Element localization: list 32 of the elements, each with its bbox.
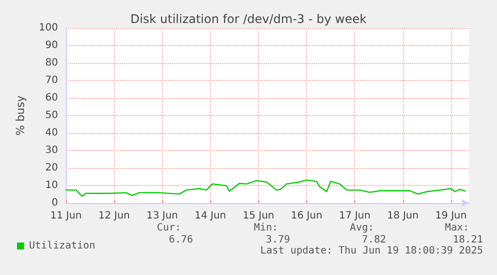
x-tick-label: 17 Jun: [338, 210, 370, 222]
legend-label: Utilization: [29, 240, 96, 252]
text: 6.76: [168, 234, 194, 246]
y-tick-label: 40: [45, 128, 58, 138]
chart-title: Disk utilization for /dev/dm-3 - by week: [130, 12, 367, 26]
y-tick-label: 70: [45, 75, 58, 86]
y-axis-title: % busy: [14, 94, 27, 136]
y-tick-label: 60: [45, 92, 58, 104]
y-tick-label: 90: [45, 40, 58, 51]
x-tick-label: 13 Jun: [146, 210, 178, 222]
y-tick-label: 30: [45, 145, 58, 156]
text: Avg:: [350, 222, 374, 234]
x-tick-label: 15 Jun: [242, 210, 274, 222]
y-tick-label: 50: [45, 110, 58, 121]
text: Cur:: [156, 222, 182, 234]
text: 7.82: [362, 234, 386, 246]
x-tick-label: 16 Jun: [290, 210, 322, 222]
text: Max:: [444, 222, 470, 234]
y-tick-label: 0: [52, 198, 58, 208]
text: Last update: Thu Jun 19 18:00:39 2025: [260, 246, 484, 256]
text: 3.79: [266, 234, 290, 246]
y-tick-label: 20: [45, 162, 58, 174]
x-tick-label: 18 Jun: [387, 210, 419, 222]
text: 18.21: [452, 234, 484, 246]
y-tick-label: 100: [38, 22, 58, 34]
text: Min:: [254, 222, 278, 234]
x-tick-label: 14 Jun: [194, 210, 226, 222]
y-tick-label: 80: [45, 58, 58, 68]
y-tick-label: 10: [45, 180, 58, 191]
x-tick-label: 12 Jun: [98, 210, 130, 222]
x-tick-label: 11 Jun: [50, 210, 82, 222]
x-tick-label: 19 Jun: [435, 210, 467, 222]
